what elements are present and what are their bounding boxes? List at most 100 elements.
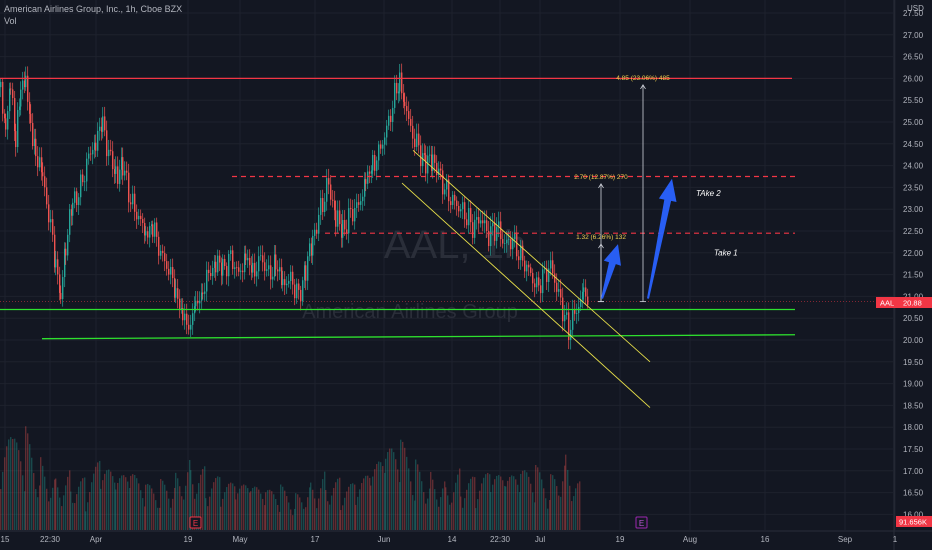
earnings-marker-apr[interactable] (189, 516, 202, 529)
measure-label: 4.85 (23.06%) 485 (616, 75, 670, 82)
volume-bar (339, 477, 341, 530)
volume-bar (340, 510, 342, 530)
earnings-marker-jul[interactable] (635, 516, 648, 529)
candle-body (222, 258, 224, 276)
volume-bar (29, 444, 31, 530)
symbol-line[interactable]: American Airlines Group, Inc., 1h, Cboe … (4, 4, 183, 14)
volume-bar (125, 477, 127, 530)
volume-bar (222, 498, 224, 530)
volume-bar (119, 478, 121, 530)
volume-bar (164, 484, 166, 530)
candle-body (201, 292, 203, 301)
price-tick: 22.50 (903, 227, 924, 236)
volume-bar (294, 508, 296, 530)
candle-body (90, 153, 92, 155)
volume-bar (369, 477, 371, 530)
candle-body (378, 144, 380, 161)
volume-bar (174, 487, 176, 530)
volume-bar (372, 476, 374, 530)
price-tick: 24.50 (903, 140, 924, 149)
volume-bar (213, 482, 215, 530)
volume-bar (322, 479, 324, 530)
volume-bar (487, 472, 489, 530)
candle-body (145, 231, 147, 236)
candle-body (272, 276, 274, 280)
volume-bar (575, 488, 577, 530)
candle-body (452, 194, 454, 206)
volume-bar (4, 457, 6, 530)
volume-bar (384, 472, 386, 530)
time-axis[interactable]: 15 22:30 Apr 19 May 17 Jun 14 22:30 Jul 19 Aug 16 Sep… (0, 530, 932, 544)
volume-bar (333, 487, 335, 530)
volume-bar (230, 482, 232, 530)
time-tick: 16 (761, 535, 770, 544)
current-price-tag: AAL 20.88 91.656K (876, 297, 932, 527)
candle-body (462, 202, 464, 210)
volume-bar (232, 483, 234, 530)
price-axis[interactable]: USD 27.50 27.00 26.50 26.00 25.50 25.00 24.50 2… (893, 0, 924, 550)
indicator-label[interactable]: Vol (4, 16, 17, 26)
candle-body (226, 266, 228, 277)
candle-body (39, 157, 41, 168)
channel-line[interactable] (401, 182, 651, 408)
volume-bar (526, 472, 528, 530)
volume-bar (110, 471, 112, 530)
measure-label: 2.70 (12.87%) 270 (574, 174, 628, 181)
volume-bar (175, 472, 177, 530)
candle-body (403, 93, 405, 102)
candle-body (101, 126, 103, 132)
candle-body (247, 257, 249, 261)
price-tick: 20.50 (903, 314, 924, 323)
candle-body (392, 107, 394, 123)
candle-body (339, 210, 341, 225)
target-arrow[interactable] (601, 244, 621, 299)
volume-bar (427, 498, 429, 530)
candle-body (354, 207, 356, 222)
watermark-company: American Airlines Group (302, 301, 518, 323)
volume-bar (177, 478, 179, 530)
candle-body (568, 312, 570, 340)
annotation-text[interactable]: TAke 2 (696, 189, 721, 198)
candle-body (242, 270, 244, 273)
volume-bar (481, 483, 483, 530)
volume-bar (408, 468, 410, 530)
volume-bar (552, 475, 554, 530)
candle-body (458, 205, 460, 212)
candle-body (62, 277, 64, 300)
volume-bar (318, 498, 320, 530)
support-line[interactable] (41, 334, 796, 340)
candle-body (520, 245, 522, 261)
candle-body (32, 122, 34, 147)
volume-bar (472, 476, 474, 530)
earnings-markers[interactable]: E E (189, 516, 648, 529)
volume-bar (309, 487, 311, 530)
price-tick: 23.00 (903, 205, 924, 214)
candle-body (238, 267, 240, 272)
annotation-text[interactable]: Take 1 (714, 248, 738, 257)
candle-body (172, 267, 174, 279)
candle-body (358, 202, 360, 205)
volume-bar (275, 498, 277, 530)
volume-bar (509, 477, 511, 530)
target-arrow[interactable] (647, 178, 677, 299)
candle-body (182, 307, 184, 321)
volume-bar (226, 487, 228, 530)
volume-bar (550, 474, 552, 530)
price-tick: 17.00 (903, 467, 924, 476)
volume-bar (528, 476, 530, 530)
volume-bar (350, 484, 352, 530)
candle-body (256, 271, 258, 277)
candle-body (254, 262, 256, 277)
volume-bar (256, 487, 258, 530)
volume-bar (489, 474, 491, 530)
candle-body (30, 113, 32, 123)
candle-body (429, 154, 431, 156)
candle-body (438, 168, 440, 175)
channel-line[interactable] (412, 150, 651, 363)
candle-body (296, 283, 298, 299)
measure-arrowhead (598, 183, 604, 189)
candle-body (94, 142, 96, 150)
candle-body (576, 313, 578, 314)
